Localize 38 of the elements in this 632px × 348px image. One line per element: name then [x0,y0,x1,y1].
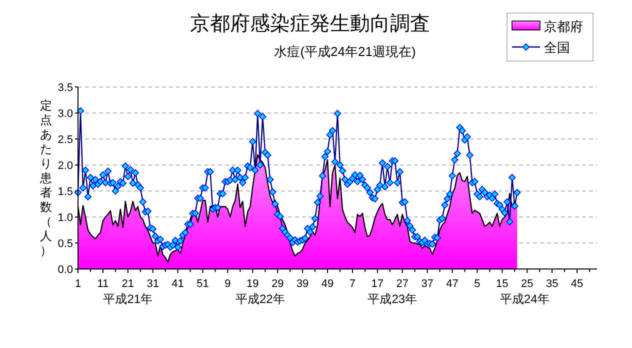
x-tick-label: 31 [146,278,159,290]
x-tick-label: 29 [271,278,284,290]
x-tick-label: 37 [421,278,434,290]
y-tick-label: 1.0 [58,212,73,224]
x-tick-label: 27 [396,278,408,290]
x-tick-label: 21 [122,278,134,290]
x-tick-label: 35 [546,278,558,290]
x-tick-label: 15 [496,278,508,290]
y-tick-label: 3.5 [58,82,73,94]
y-tick-label: 2.5 [58,134,73,146]
x-tick-label: 11 [97,278,109,290]
x-tick-label: 9 [224,278,231,290]
x-tick-label: 19 [246,278,259,290]
x-tick-label: 7 [349,278,356,290]
legend-label: 京都府 [544,19,583,34]
x-tick-label: 17 [371,278,384,290]
legend-label: 全国 [544,40,570,55]
chart-title: 京都府感染症発生動向調査 [190,13,430,35]
x-tick-label: 45 [570,278,584,290]
text: 平成23年 [368,292,418,306]
x-tick-label: 39 [296,278,309,290]
x-tick-label: 47 [446,278,458,290]
text: 平成24年 [500,292,550,306]
text: 平成21年 [103,292,153,306]
y-tick-label: 3.0 [58,108,73,120]
x-tick-label: 51 [196,278,209,290]
x-tick-label: 49 [321,278,334,290]
x-tick-label: 41 [172,278,184,290]
text: 平成22年 [235,292,285,306]
x-tick-label: 1 [74,278,82,290]
y-tick-label: 0.5 [58,238,73,250]
y-tick-label: 0.0 [58,264,73,276]
y-tick-label: 2.0 [58,160,73,172]
y-tick-label: 1.5 [58,186,73,198]
x-tick-label: 5 [474,278,480,290]
chart-subtitle: 水痘(平成24年21週現在) [274,44,416,59]
x-tick-label: 25 [521,278,534,290]
text: 定点あたり患者数（人） [40,98,52,258]
